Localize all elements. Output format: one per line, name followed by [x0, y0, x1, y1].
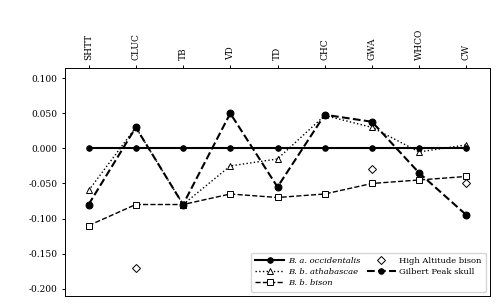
- Legend: B. a. occidentalis, B. b. athabascae, B. b. bison, High Altitude bison, Gilbert : B. a. occidentalis, B. b. athabascae, B.…: [251, 253, 486, 291]
